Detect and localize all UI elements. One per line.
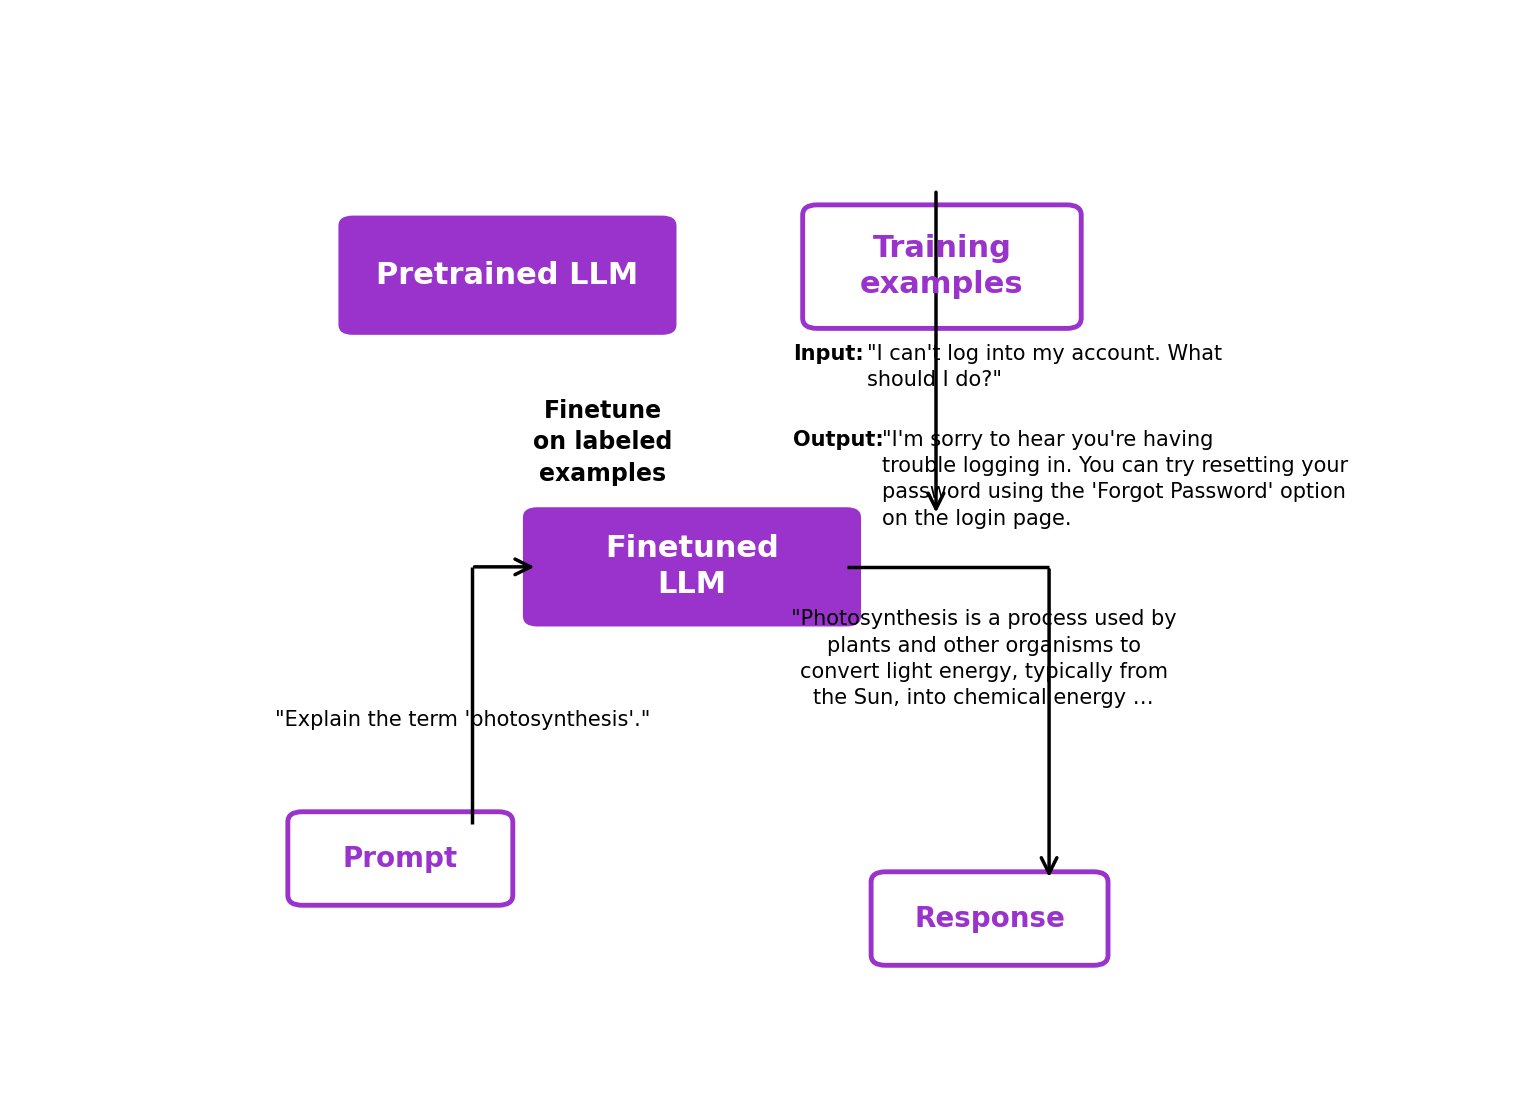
Text: "Photosynthesis is a process used by
plants and other organisms to
convert light: "Photosynthesis is a process used by pla… xyxy=(791,609,1177,709)
FancyBboxPatch shape xyxy=(871,872,1107,966)
Text: "I'm sorry to hear you're having
trouble logging in. You can try resetting your
: "I'm sorry to hear you're having trouble… xyxy=(882,430,1349,529)
Text: Pretrained LLM: Pretrained LLM xyxy=(376,261,639,290)
Text: Finetuned
LLM: Finetuned LLM xyxy=(605,535,779,599)
Text: "Explain the term 'photosynthesis'.": "Explain the term 'photosynthesis'." xyxy=(275,710,651,730)
FancyBboxPatch shape xyxy=(522,507,862,626)
FancyBboxPatch shape xyxy=(803,205,1081,329)
Text: "I can't log into my account. What
should I do?": "I can't log into my account. What shoul… xyxy=(866,344,1223,390)
FancyBboxPatch shape xyxy=(338,216,676,335)
Text: Finetune
on labeled
examples: Finetune on labeled examples xyxy=(533,399,673,486)
Text: Training
examples: Training examples xyxy=(860,234,1025,299)
Text: Output:: Output: xyxy=(793,430,883,450)
Text: Response: Response xyxy=(914,905,1064,932)
Text: Input:: Input: xyxy=(793,344,863,364)
Text: Prompt: Prompt xyxy=(343,844,458,872)
FancyBboxPatch shape xyxy=(287,812,513,906)
